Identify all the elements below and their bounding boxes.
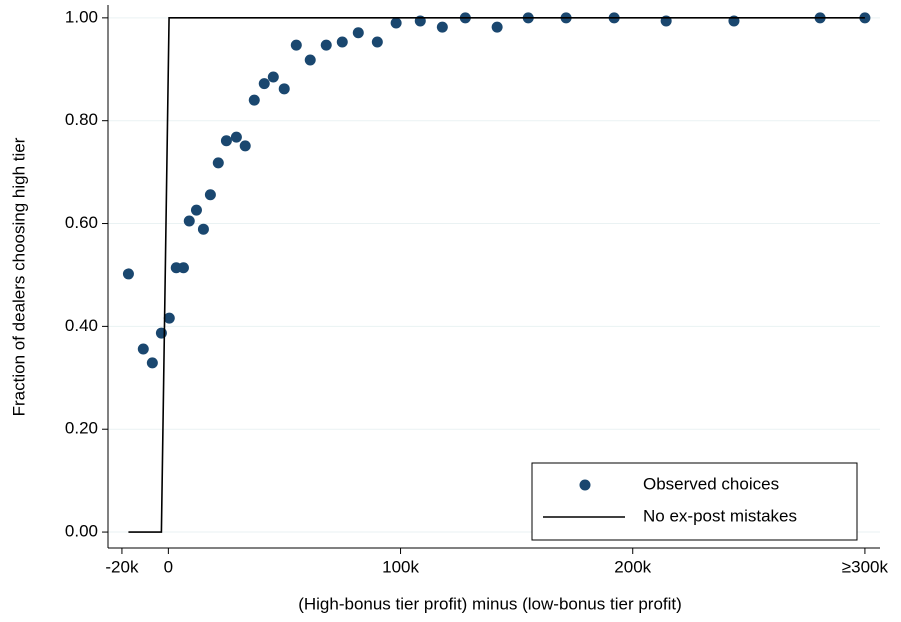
- point: [190, 204, 202, 216]
- point: [336, 36, 348, 48]
- x-tick-label: -20k: [105, 557, 139, 576]
- legend-marker: [579, 479, 591, 491]
- point: [197, 223, 209, 235]
- point: [267, 71, 279, 83]
- point: [390, 17, 402, 29]
- x-tick-label: ≥300k: [842, 557, 889, 576]
- y-tick-label: 1.00: [65, 7, 98, 26]
- point: [352, 27, 364, 39]
- point: [220, 135, 232, 147]
- legend-label: No ex-post mistakes: [643, 506, 797, 525]
- y-tick-label: 0.40: [65, 316, 98, 335]
- x-tick-label: 100k: [382, 557, 419, 576]
- x-tick-label: 200k: [614, 557, 651, 576]
- point: [320, 39, 332, 51]
- point: [248, 94, 260, 106]
- point: [258, 78, 270, 90]
- y-tick-label: 0.20: [65, 419, 98, 438]
- point: [163, 312, 175, 324]
- point: [212, 157, 224, 169]
- point: [239, 140, 251, 152]
- legend-box: [531, 462, 858, 541]
- x-axis-title: (High-bonus tier profit) minus (low-bonu…: [298, 594, 682, 613]
- point: [183, 215, 195, 227]
- point: [278, 83, 290, 95]
- point: [122, 268, 134, 280]
- x-tick-label: 0: [164, 557, 173, 576]
- point: [436, 21, 448, 33]
- point: [146, 357, 158, 369]
- point: [491, 21, 503, 33]
- y-tick-label: 0.00: [65, 522, 98, 541]
- point: [137, 343, 149, 355]
- point: [230, 131, 242, 143]
- legend-label: Observed choices: [643, 474, 779, 493]
- point: [155, 327, 167, 339]
- y-axis-title: Fraction of dealers choosing high tier: [9, 137, 28, 416]
- y-tick-label: 0.60: [65, 213, 98, 232]
- point: [304, 54, 316, 66]
- point: [371, 36, 383, 48]
- point: [290, 39, 302, 51]
- line: [128, 17, 865, 533]
- y-tick-label: 0.80: [65, 110, 98, 129]
- point: [204, 189, 216, 201]
- point: [177, 262, 189, 274]
